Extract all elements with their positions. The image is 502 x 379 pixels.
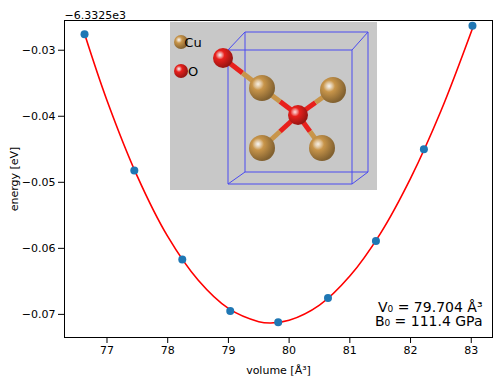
svg-text:−0.06: −0.06	[22, 242, 56, 255]
svg-text:81: 81	[343, 344, 357, 357]
svg-text:V₀ = 79.704 Å³B₀ = 111.4 GPa: V₀ = 79.704 Å³B₀ = 111.4 GPa	[375, 299, 483, 329]
svg-text:80: 80	[282, 344, 296, 357]
svg-text:77: 77	[100, 344, 114, 357]
svg-text:−0.05: −0.05	[22, 176, 56, 189]
svg-text:volume [Å³]: volume [Å³]	[246, 364, 311, 377]
svg-text:78: 78	[161, 344, 175, 357]
svg-text:79: 79	[221, 344, 235, 357]
svg-text:Cu: Cu	[184, 35, 201, 50]
svg-text:83: 83	[464, 344, 478, 357]
svg-text:−6.3325e3: −6.3325e3	[65, 9, 126, 22]
svg-text:O: O	[188, 64, 198, 79]
svg-text:−0.07: −0.07	[22, 308, 56, 321]
svg-text:−0.03: −0.03	[22, 44, 56, 57]
svg-text:82: 82	[404, 344, 418, 357]
svg-text:energy [eV]: energy [eV]	[8, 147, 21, 212]
svg-text:−0.04: −0.04	[22, 110, 56, 123]
